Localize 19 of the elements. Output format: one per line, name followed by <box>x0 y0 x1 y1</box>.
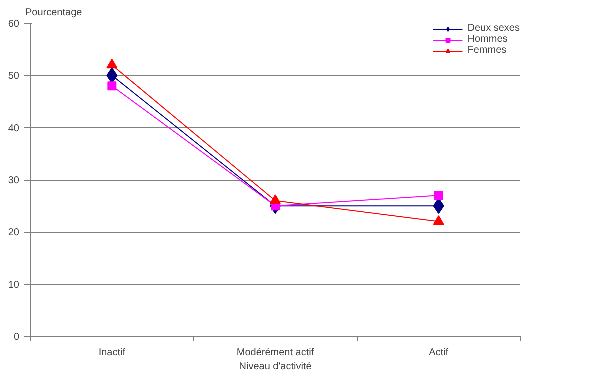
x-tick-label: Modérément actif <box>236 348 314 358</box>
y-axis-title: Pourcentage <box>26 8 83 18</box>
y-tick-label: 0 <box>14 332 20 343</box>
point <box>433 215 444 226</box>
y-tick-label: 60 <box>8 19 20 30</box>
point <box>434 191 444 200</box>
legend-label: Deux sexes <box>468 23 520 34</box>
x-tick-label: Actif <box>429 348 449 358</box>
legend-label: Hommes <box>468 34 508 45</box>
legend-label: Femmes <box>468 45 507 56</box>
point <box>108 82 117 91</box>
y-tick-label: 30 <box>8 176 20 186</box>
x-tick-label: Inactif <box>98 348 126 358</box>
y-tick-label: 40 <box>8 123 20 134</box>
y-tick-label: 20 <box>8 228 20 239</box>
y-tick-label: 10 <box>8 280 20 291</box>
y-tick-label: 50 <box>8 71 20 82</box>
point <box>270 194 281 204</box>
x-axis-title: Niveau d'activité <box>239 362 312 372</box>
